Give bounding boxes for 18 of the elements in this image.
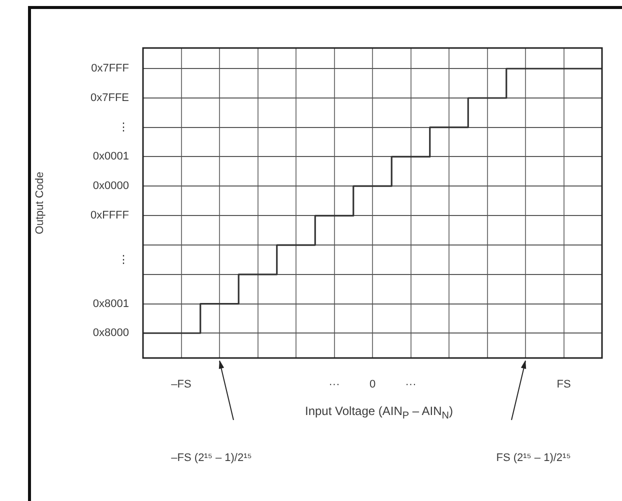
x-tick-label: –FS (171, 378, 192, 391)
text: 0x7FFF (91, 62, 130, 75)
text: –FS (2¹⁵ – 1)/2¹⁵ (171, 452, 252, 464)
text: FS (2¹⁵ – 1)/2¹⁵ (496, 452, 571, 464)
text: 0x8001 (92, 298, 129, 310)
x-tick-label: ··· (405, 378, 416, 391)
x-tick-label: FS (556, 378, 571, 391)
text: ⋮ (118, 121, 129, 134)
text: 0x8000 (92, 327, 129, 340)
text: 0x0000 (92, 180, 129, 192)
x-tick-label: 0 (369, 378, 376, 391)
text: ⋮ (118, 254, 129, 266)
text: 0x7FFE (90, 92, 129, 104)
text: 0xFFFF (90, 210, 130, 222)
x-axis-title: Input Voltage (AIN$_{P}$ – AIN$_{N}$) (304, 404, 454, 422)
x-tick-label: ··· (328, 378, 340, 391)
text: 0x0001 (92, 150, 129, 163)
text: Output Code (34, 172, 46, 234)
